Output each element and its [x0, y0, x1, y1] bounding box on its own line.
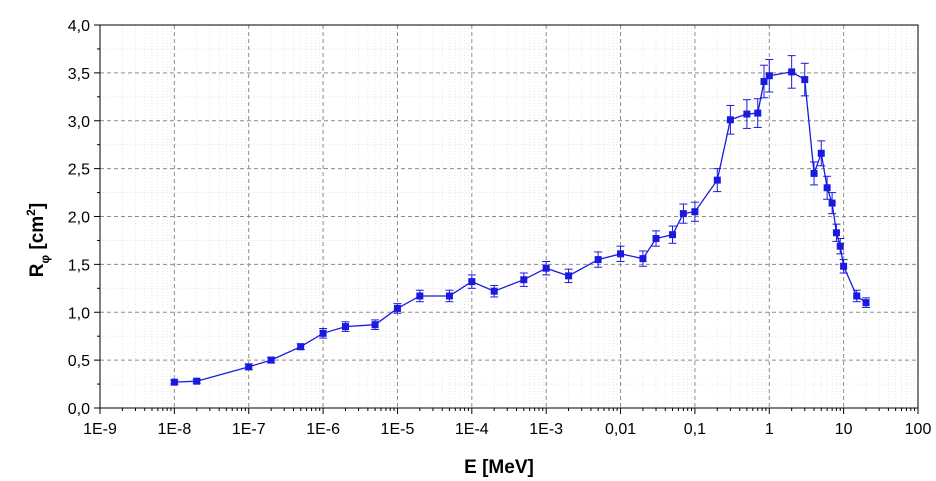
y-axis-title-close: ] [27, 203, 48, 209]
data-point [765, 72, 773, 80]
y-tick-label: 1,5 [68, 257, 90, 274]
series-layer [170, 55, 871, 386]
y-axis-title-main: R [27, 263, 48, 277]
data-point [371, 321, 379, 329]
data-point [853, 292, 861, 300]
data-point [245, 363, 253, 371]
data-point [760, 77, 768, 85]
y-axis-title-unit: [cm [27, 216, 48, 255]
data-point [862, 299, 870, 307]
y-tick-label: 3,5 [68, 66, 90, 83]
x-tick-label: 1E-9 [83, 421, 117, 438]
data-point [468, 278, 476, 286]
x-tick-label: 1 [765, 421, 774, 438]
x-tick-label: 1E-5 [381, 421, 415, 438]
data-point [840, 262, 848, 270]
data-point [817, 149, 825, 157]
data-point [520, 276, 528, 284]
y-tick-label: 3,0 [68, 114, 90, 131]
data-point [297, 343, 305, 351]
y-tick-label: 0,0 [68, 401, 90, 418]
y-axis-title-sup: 2 [24, 209, 38, 216]
data-point [594, 256, 602, 264]
x-tick-label: 1E-7 [232, 421, 266, 438]
data-point [319, 329, 327, 337]
data-point [691, 208, 699, 216]
data-point [801, 76, 809, 84]
x-tick-label: 1E-6 [306, 421, 340, 438]
x-tick-label: 1E-3 [529, 421, 563, 438]
y-tick-label: 2,5 [68, 162, 90, 179]
y-axis-title: Rφ [cm2] [24, 203, 52, 277]
data-point [565, 272, 573, 280]
x-tick-label: 0,01 [605, 421, 636, 438]
data-point [445, 292, 453, 300]
data-point [836, 242, 844, 250]
data-point [393, 304, 401, 312]
data-point [679, 210, 687, 218]
y-tick-label: 0,5 [68, 353, 90, 370]
data-point [341, 323, 349, 331]
data-point [639, 255, 647, 263]
data-point [743, 110, 751, 118]
data-point [416, 292, 424, 300]
tick-labels: 1E-9 1E-8 1E-7 1E-6 1E-5 1E-4 1E-3 0,01 0,1 1 10 10… [68, 18, 932, 438]
data-point [726, 116, 734, 124]
series-line [174, 71, 867, 383]
major-grid [99, 24, 919, 409]
y-tick-label: 4,0 [68, 18, 90, 35]
data-point [170, 378, 178, 386]
data-point [542, 264, 550, 272]
x-tick-label: 10 [835, 421, 853, 438]
data-point [652, 235, 660, 243]
x-tick-label: 100 [905, 421, 932, 438]
x-axis-title: E [MeV] [464, 457, 534, 478]
data-point [788, 68, 796, 76]
data-point [823, 184, 831, 192]
data-point [810, 169, 818, 177]
y-tick-label: 2,0 [68, 210, 90, 227]
data-point [617, 250, 625, 258]
data-point [490, 287, 498, 295]
data-point [832, 229, 840, 237]
x-tick-label: 0,1 [684, 421, 706, 438]
data-point [754, 109, 762, 117]
x-tick-label: 1E-8 [157, 421, 191, 438]
axis-ticks [94, 24, 919, 414]
data-point [193, 377, 201, 385]
y-axis-title-sub: φ [38, 254, 52, 263]
data-point [267, 356, 275, 364]
data-point [713, 176, 721, 184]
y-tick-label: 1,0 [68, 305, 90, 322]
data-point [669, 231, 677, 239]
x-tick-label: 1E-4 [455, 421, 489, 438]
data-point [828, 199, 836, 207]
